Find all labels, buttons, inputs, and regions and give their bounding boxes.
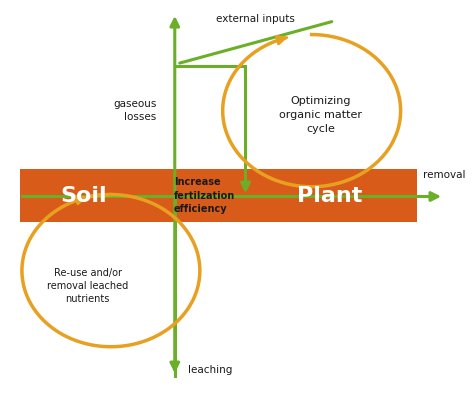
Text: leaching: leaching [189, 365, 233, 375]
Text: Plant: Plant [297, 185, 363, 206]
Text: Optimizing
organic matter
cycle: Optimizing organic matter cycle [279, 95, 362, 134]
Bar [19, 169, 417, 222]
Text: Increase
fertilzation
efficiency: Increase fertilzation efficiency [174, 177, 235, 214]
Text: removal: removal [423, 170, 466, 180]
Text: external inputs: external inputs [216, 14, 295, 24]
Text: Re-use and/or
removal leached
nutrients: Re-use and/or removal leached nutrients [47, 268, 128, 305]
Text: gaseous
losses: gaseous losses [113, 99, 156, 122]
Text: Soil: Soil [60, 185, 107, 206]
